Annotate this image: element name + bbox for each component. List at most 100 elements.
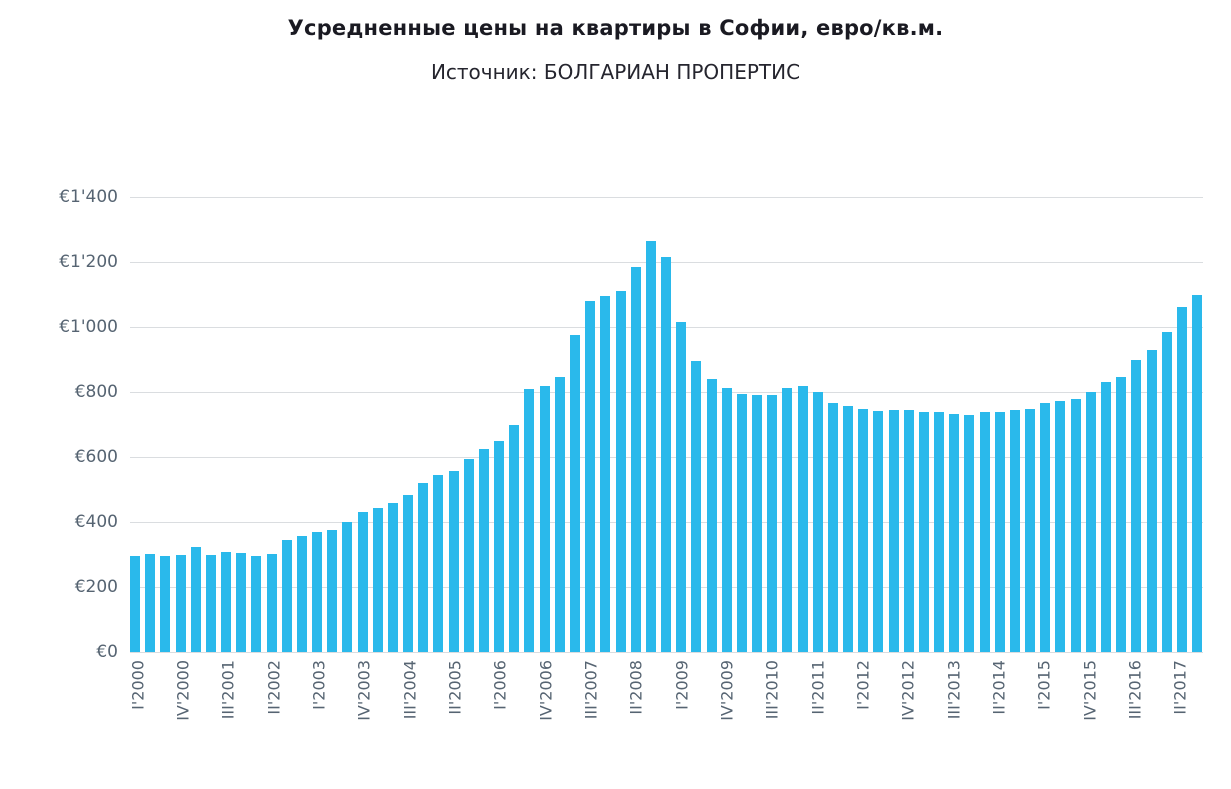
bar [736, 393, 747, 652]
bar [1009, 409, 1020, 652]
x-axis-labels: I'2000 IV'2000 III'2001 II'2002 I'2003 IV'200… [128, 660, 1203, 780]
x-tick-label: II'2011 [808, 660, 828, 715]
x-tick-label: III'2004 [400, 660, 420, 720]
bar [903, 409, 914, 652]
bar [145, 554, 156, 652]
bar [858, 408, 869, 652]
bar [797, 386, 808, 652]
bar [1085, 392, 1096, 652]
x-tick-label: III'2016 [1125, 660, 1145, 720]
x-tick-label: IV'2003 [354, 660, 374, 721]
x-tick-label: II'2014 [989, 660, 1009, 715]
y-tick-label: €0 [96, 642, 118, 662]
bar [266, 554, 277, 652]
x-tick-label: II'2005 [445, 660, 465, 715]
bar [843, 405, 854, 652]
bar [296, 535, 307, 652]
bar [418, 483, 429, 652]
x-tick-label: III'2010 [762, 660, 782, 720]
x-tick-label: I'2000 [128, 660, 148, 710]
bar [752, 395, 763, 652]
bar [706, 379, 717, 652]
bar [387, 502, 398, 652]
bar [554, 377, 565, 652]
bar [873, 410, 884, 652]
y-tick-label: €1'400 [59, 187, 118, 207]
x-tick-label: I'2003 [309, 660, 329, 710]
bar [782, 388, 793, 652]
y-tick-label: €600 [74, 447, 118, 467]
bar [509, 424, 520, 652]
bar [463, 458, 474, 652]
bar [949, 413, 960, 652]
bar [645, 240, 656, 652]
bar [1176, 306, 1187, 652]
x-tick-label: IV'2015 [1080, 660, 1100, 721]
bar [251, 555, 262, 652]
chart-subtitle: Источник: БОЛГАРИАН ПРОПЕРТИС [430, 60, 801, 84]
bar [1192, 295, 1203, 652]
x-tick-label: IV'2006 [536, 660, 556, 721]
gridline [130, 652, 1203, 653]
bar [1131, 359, 1142, 652]
bar [342, 522, 353, 652]
bar [827, 403, 838, 652]
x-tick-label: II'2008 [626, 660, 646, 715]
bar [236, 553, 247, 652]
bar [1025, 409, 1036, 652]
bar [721, 388, 732, 652]
bar [190, 546, 201, 652]
x-tick-label: III'2013 [944, 660, 964, 720]
x-tick-label: II'2002 [264, 660, 284, 715]
bar [524, 388, 535, 652]
y-tick-label: €200 [74, 577, 118, 597]
x-tick-label: III'2007 [581, 660, 601, 720]
bar [1055, 401, 1066, 652]
x-tick-label: I'2009 [672, 660, 692, 710]
bar [1116, 377, 1127, 652]
bar [130, 556, 140, 652]
bar [1146, 349, 1157, 652]
bar [433, 474, 444, 652]
y-tick-label: €800 [74, 382, 118, 402]
bar-series [130, 197, 1203, 652]
bar [494, 440, 505, 652]
x-tick-label: IV'2012 [898, 660, 918, 721]
bar [478, 448, 489, 652]
bar [630, 266, 641, 652]
bar [979, 412, 990, 652]
x-tick-label: I'2015 [1034, 660, 1054, 710]
bar [312, 531, 323, 652]
bar [661, 257, 672, 652]
x-tick-label: III'2001 [218, 660, 238, 720]
bar [448, 471, 459, 652]
bar [600, 296, 611, 652]
bar [1161, 331, 1172, 652]
bar [918, 411, 929, 652]
bar [585, 301, 596, 652]
bar [994, 411, 1005, 652]
bar [615, 291, 626, 652]
bar [1040, 403, 1051, 652]
y-tick-label: €1'000 [59, 317, 118, 337]
chart-title: Усредненные цены на квартиры в Софии, ев… [287, 16, 944, 40]
y-tick-label: €400 [74, 512, 118, 532]
bar [888, 410, 899, 652]
plot-area [130, 197, 1203, 653]
bar [934, 412, 945, 652]
bar [372, 507, 383, 652]
bar [676, 322, 687, 652]
x-tick-label: IV'2009 [717, 660, 737, 721]
bar [357, 511, 368, 652]
bar [1101, 382, 1111, 652]
x-tick-label: II'2017 [1170, 660, 1190, 715]
bar [964, 415, 975, 652]
y-tick-label: €1'200 [59, 252, 118, 272]
bar [205, 554, 216, 652]
bar [175, 554, 186, 652]
bar [221, 551, 232, 652]
bar [812, 392, 823, 652]
bar [160, 555, 171, 652]
x-tick-label: I'2006 [490, 660, 510, 710]
